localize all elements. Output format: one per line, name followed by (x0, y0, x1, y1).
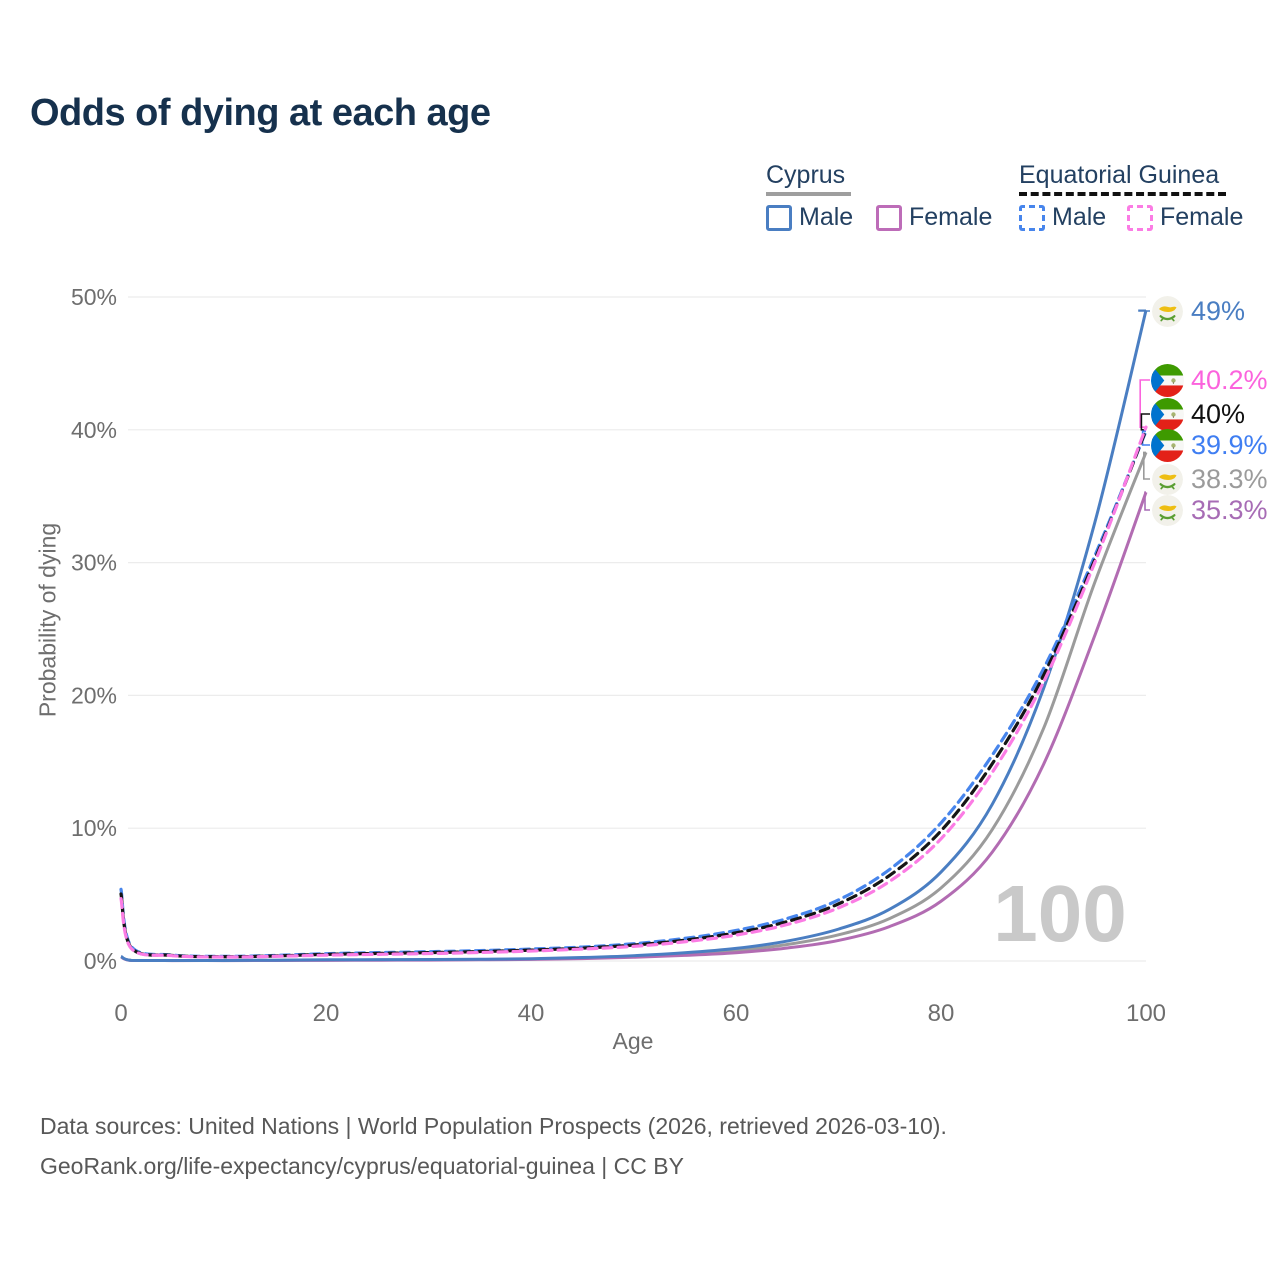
y-axis-title: Probability of dying (34, 522, 61, 718)
equatorial-guinea-flag-icon (1151, 398, 1184, 431)
legend-item-label: Female (1160, 203, 1244, 231)
end-label-cyprus-both: 38.3% (1151, 462, 1268, 496)
x-tick-label: 80 (928, 1000, 955, 1027)
watermark-age-100: 100 (993, 869, 1126, 958)
end-label-value: 40.2% (1191, 364, 1268, 395)
series-line-cyprus-female (120, 491, 1148, 963)
end-label-cyprus-male: 49% (1151, 294, 1245, 328)
legend-item-cyprus-male: Male (766, 203, 853, 232)
equatorial-guinea-female-swatch-icon (1127, 204, 1153, 231)
series-line-equatorial-guinea-female (119, 425, 1148, 959)
series-line-equatorial-guinea-both-sexes (119, 428, 1148, 959)
legend-item-cyprus-female: Female (876, 203, 992, 232)
equatorial-guinea-flag-icon (1151, 364, 1184, 397)
x-tick-label: 40 (518, 1000, 545, 1027)
legend-group-cyprus-title: Cyprus (766, 161, 846, 189)
label-connector (1139, 379, 1150, 428)
end-label-equatorial-guinea-female: 40.2% (1151, 363, 1268, 397)
label-connector (1141, 430, 1150, 446)
y-tick-label: 40% (71, 417, 117, 443)
y-tick-label: 0% (84, 948, 117, 974)
legend-equatorial-guinea-underline (1019, 192, 1226, 196)
page-title: Odds of dying at each age (30, 92, 491, 134)
end-label-value: 35.3% (1191, 494, 1268, 525)
x-axis-title: Age (612, 1028, 654, 1054)
x-tick-label: 60 (723, 1000, 750, 1027)
end-label-value: 38.3% (1191, 463, 1268, 494)
data-sources-text: Data sources: United Nations | World Pop… (40, 1113, 947, 1139)
label-connector (1143, 451, 1150, 480)
cyprus-flag-icon (1152, 296, 1183, 327)
legend-item-label: Male (799, 203, 854, 231)
end-label-value: 40% (1191, 398, 1246, 429)
end-label-value: 49% (1191, 295, 1246, 326)
legend-item-equatorial-guinea-male: Male (1019, 203, 1106, 232)
end-label-equatorial-guinea-both: 40% (1151, 397, 1245, 431)
footer: Data sources: United Nations | World Pop… (40, 1106, 947, 1186)
legend-item-equatorial-guinea-female: Female (1127, 203, 1243, 232)
y-tick-label: 10% (71, 815, 117, 841)
x-tick-label: 0 (114, 1000, 127, 1027)
end-label-cyprus-female: 35.3% (1151, 493, 1268, 527)
label-connector (1140, 413, 1150, 431)
georank-attribution-link[interactable]: GeoRank.org/life-expectancy/cyprus/equat… (40, 1153, 684, 1179)
label-connector (1144, 491, 1150, 511)
cyprus-male-swatch-icon (766, 204, 792, 231)
end-label-equatorial-guinea-male: 39.9% (1151, 428, 1268, 462)
label-connector (1138, 309, 1150, 312)
cyprus-female-swatch-icon (876, 204, 902, 231)
cyprus-flag-icon (1152, 495, 1183, 526)
y-tick-label: 20% (71, 682, 117, 708)
equatorial-guinea-male-swatch-icon (1019, 204, 1045, 231)
x-tick-label: 100 (1126, 1000, 1166, 1027)
equatorial-guinea-flag-icon (1151, 429, 1184, 462)
y-tick-label: 30% (71, 550, 117, 576)
legend-cyprus-underline (766, 192, 851, 196)
legend-group-equatorial-guinea-title: Equatorial Guinea (1019, 161, 1220, 189)
legend-item-label: Male (1052, 203, 1107, 231)
series-line-equatorial-guinea-male (119, 429, 1148, 958)
cyprus-flag-icon (1152, 464, 1183, 495)
x-tick-label: 20 (313, 1000, 340, 1027)
series-line-cyprus-both-sexes (120, 451, 1148, 963)
legend-item-label: Female (909, 203, 993, 231)
series-line-cyprus-male (120, 309, 1148, 962)
y-tick-label: 50% (71, 284, 117, 310)
end-label-value: 39.9% (1191, 429, 1268, 460)
